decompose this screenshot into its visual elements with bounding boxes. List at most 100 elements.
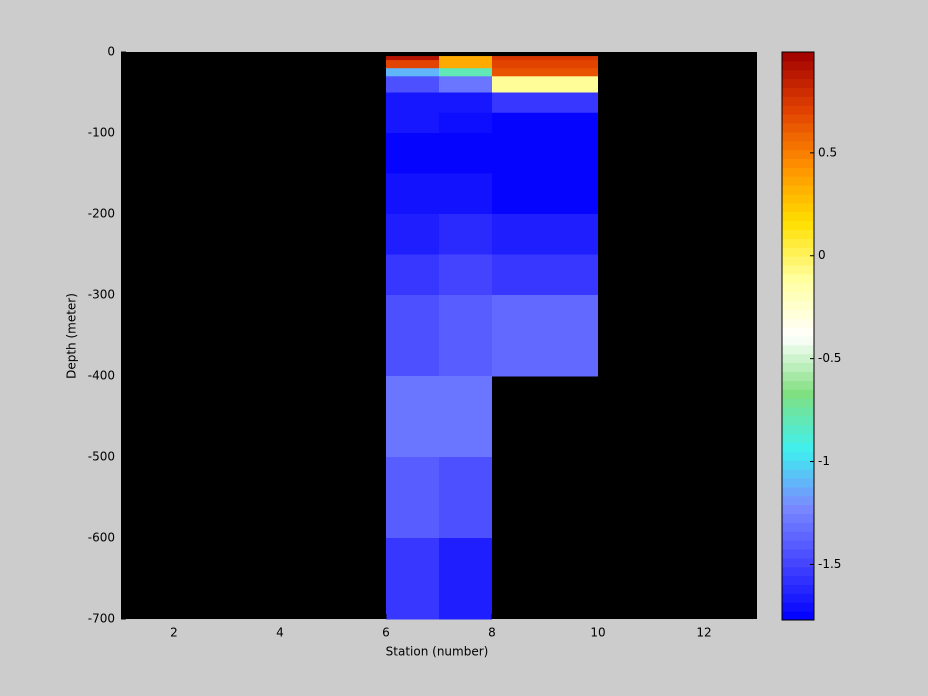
colorbar-step — [782, 149, 814, 159]
colorbar-frame — [781, 51, 815, 621]
colorbar-step — [782, 69, 814, 80]
x-tick-label: 10 — [590, 626, 605, 640]
colorbar-step — [782, 495, 814, 506]
colorbar-tick-label: 0 — [818, 248, 826, 262]
x-tick-label: 4 — [276, 626, 284, 640]
colorbar-step — [782, 460, 814, 470]
y-tick-label: 0 — [107, 45, 115, 59]
colorbar-step — [782, 167, 814, 177]
colorbar-step — [782, 291, 814, 301]
colorbar-step — [782, 273, 814, 284]
heat-cell — [439, 538, 492, 620]
colorbar-step — [782, 362, 814, 372]
colorbar-step — [782, 593, 814, 603]
colorbar-tick-label: -1 — [818, 454, 830, 468]
x-tick-label: 2 — [170, 626, 178, 640]
colorbar-step — [782, 336, 814, 346]
colorbar-step — [782, 540, 814, 550]
heat-cell — [386, 92, 439, 114]
colorbar-step — [782, 52, 814, 62]
x-tick-label: 12 — [696, 626, 711, 640]
colorbar-step — [782, 185, 814, 195]
colorbar-step — [782, 344, 814, 355]
colorbar-step — [782, 469, 814, 479]
colorbar-step — [782, 478, 814, 488]
heat-cell — [439, 254, 492, 296]
heat-cell — [439, 112, 492, 134]
heat-cell — [492, 254, 598, 296]
heat-cell — [439, 376, 492, 458]
colorbar-step — [782, 504, 814, 514]
colorbar-tick-label: -1.5 — [818, 557, 841, 571]
heat-cell — [439, 214, 492, 255]
colorbar-step — [782, 256, 814, 266]
colorbar-step — [782, 602, 814, 612]
y-axis-label: Depth (meter) — [65, 293, 79, 379]
colorbar-step — [782, 87, 814, 97]
heat-cell — [386, 68, 439, 77]
heat-cell — [439, 68, 492, 77]
y-tick-label: -300 — [88, 288, 115, 302]
colorbar-step — [782, 176, 814, 186]
colorbar-step — [782, 140, 814, 151]
heat-cell — [386, 376, 439, 458]
heat-cell — [386, 173, 439, 215]
colorbar-step — [782, 407, 814, 417]
colorbar-step — [782, 282, 814, 293]
heat-cell — [386, 56, 439, 61]
colorbar-step — [782, 442, 814, 452]
heat-cell — [386, 76, 439, 93]
heat-cell — [492, 68, 598, 77]
colorbar-step — [782, 300, 814, 310]
colorbar-step — [782, 380, 814, 390]
colorbar-step — [782, 353, 814, 364]
heat-cell — [439, 173, 492, 215]
colorbar-step — [782, 60, 814, 71]
heat-cell — [492, 295, 598, 377]
colorbar-step — [782, 424, 814, 435]
y-tick-label: -600 — [88, 531, 115, 545]
heat-cell — [492, 173, 598, 215]
heat-cell — [386, 214, 439, 255]
colorbar-step — [782, 566, 814, 577]
colorbar-step — [782, 123, 814, 133]
y-tick-label: -200 — [88, 207, 115, 221]
colorbar-step — [782, 549, 814, 559]
heat-cell — [492, 214, 598, 255]
colorbar-step — [782, 194, 814, 204]
y-tick-label: -500 — [88, 450, 115, 464]
colorbar-step — [782, 327, 814, 337]
colorbar-tick-label: 0.5 — [818, 145, 837, 159]
x-tick-label: 8 — [488, 626, 496, 640]
heat-cell — [439, 457, 492, 539]
colorbar-step — [782, 220, 814, 230]
y-tick-label: -400 — [88, 369, 115, 383]
colorbar-step — [782, 211, 814, 222]
colorbar-step — [782, 105, 814, 115]
heat-cell — [386, 112, 439, 134]
colorbar-step — [782, 238, 814, 248]
heat-cell — [492, 60, 598, 69]
colorbar-step — [782, 318, 814, 328]
colorbar-step — [782, 398, 814, 408]
x-axis-label: Station (number) — [386, 645, 489, 659]
colorbar-step — [782, 611, 814, 621]
colorbar-step — [782, 229, 814, 239]
colorbar-step — [782, 158, 814, 168]
heat-cell — [386, 457, 439, 539]
colorbar-step — [782, 131, 814, 142]
colorbar-step — [782, 202, 814, 213]
colorbar-step — [782, 522, 814, 532]
heat-cell — [492, 76, 598, 93]
colorbar-step — [782, 309, 814, 319]
heat-cell — [439, 76, 492, 93]
colorbar-step — [782, 575, 814, 585]
heat-cell — [439, 133, 492, 174]
heat-cell — [492, 92, 598, 114]
colorbar-step — [782, 415, 814, 426]
heat-cell — [492, 56, 598, 61]
heat-cell — [492, 112, 598, 134]
heat-cell — [386, 295, 439, 377]
